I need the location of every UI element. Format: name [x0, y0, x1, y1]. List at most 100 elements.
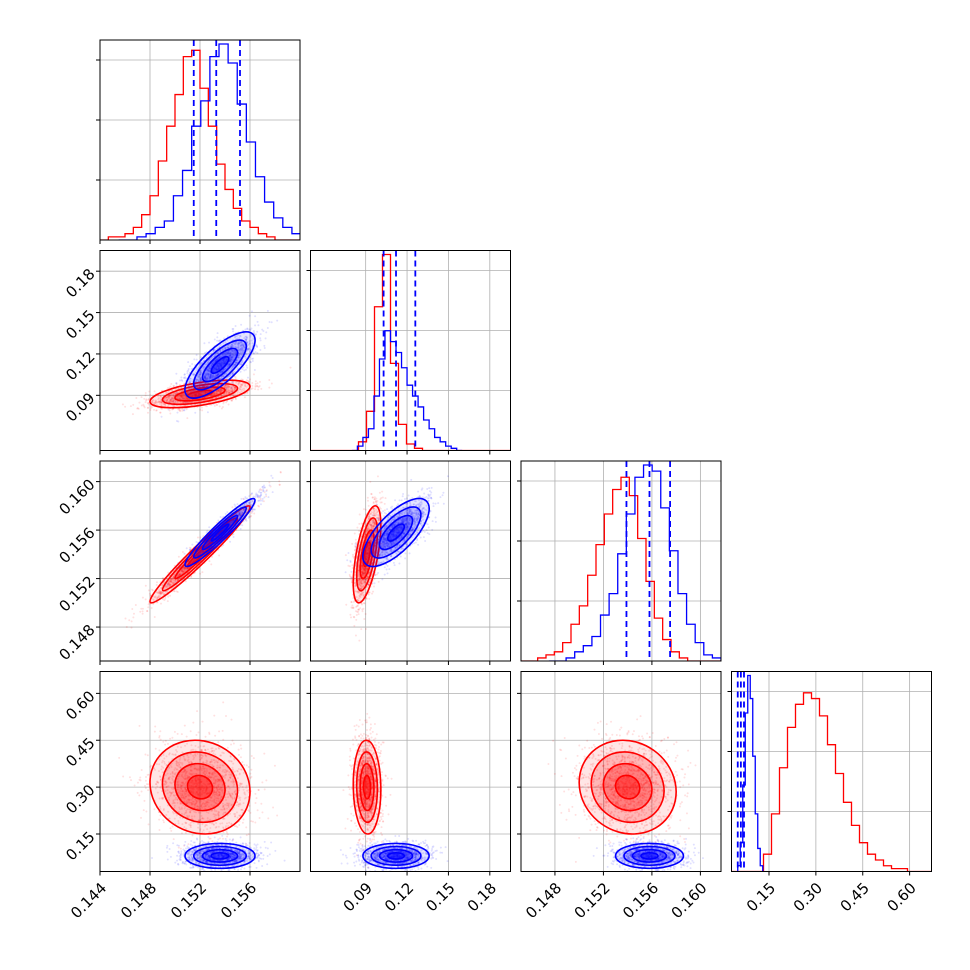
scatter-point — [217, 368, 220, 371]
scatter-point — [151, 406, 154, 409]
scatter-point — [232, 385, 235, 388]
scatter-point — [222, 364, 225, 367]
scatter-point — [198, 375, 201, 378]
scatter-point — [124, 617, 127, 620]
scatter-point — [225, 391, 228, 394]
scatter-point — [188, 381, 191, 384]
scatter-point — [220, 360, 223, 363]
scatter-point — [187, 397, 190, 400]
scatter-point — [181, 396, 184, 399]
scatter-point — [168, 400, 171, 403]
scatter-point — [174, 580, 177, 583]
scatter-point — [229, 354, 232, 357]
scatter-point — [215, 367, 218, 370]
scatter-point — [217, 389, 220, 392]
scatter-point — [156, 601, 159, 604]
scatter-point — [241, 353, 244, 356]
scatter-point — [208, 369, 211, 372]
scatter-point — [166, 387, 169, 390]
scatter-point — [182, 404, 185, 407]
scatter-point — [191, 394, 194, 397]
scatter-point — [207, 370, 210, 373]
scatter-point — [243, 387, 246, 390]
scatter-point — [144, 392, 147, 395]
scatter-point — [180, 396, 183, 399]
scatter-point — [182, 395, 185, 398]
scatter-point — [241, 347, 244, 350]
scatter-point — [230, 356, 233, 359]
scatter-point — [230, 389, 233, 392]
scatter-point — [153, 390, 156, 393]
scatter-point — [221, 371, 224, 374]
scatter-point — [259, 337, 262, 340]
scatter-point — [180, 395, 183, 398]
scatter-point — [225, 388, 228, 391]
scatter-point — [199, 370, 202, 373]
scatter-point — [254, 380, 257, 383]
scatter-point — [198, 392, 201, 395]
scatter-point — [259, 498, 262, 501]
scatter-point — [227, 391, 230, 394]
scatter-point — [241, 348, 244, 351]
scatter-point — [248, 340, 251, 343]
scatter-point — [175, 372, 178, 375]
scatter-point — [236, 390, 239, 393]
scatter-point — [203, 342, 206, 345]
scatter-point — [183, 568, 186, 571]
scatter-point — [237, 345, 240, 348]
scatter-point — [203, 376, 206, 379]
scatter-point — [230, 380, 233, 383]
scatter-point — [215, 374, 218, 377]
scatter-point — [151, 399, 154, 402]
scatter-point — [161, 583, 164, 586]
scatter-point — [180, 395, 183, 398]
scatter-point — [218, 356, 221, 359]
scatter-point — [252, 351, 255, 354]
scatter-point — [240, 511, 243, 514]
scatter-point — [206, 411, 209, 414]
scatter-point — [230, 521, 233, 524]
scatter-point — [228, 362, 231, 365]
scatter-point — [199, 372, 202, 375]
scatter-point — [245, 338, 248, 341]
scatter-point — [216, 390, 219, 393]
scatter-point — [256, 385, 259, 388]
scatter-point — [194, 394, 197, 397]
scatter-point — [215, 391, 218, 394]
scatter-point — [239, 388, 242, 391]
scatter-point — [171, 397, 174, 400]
scatter-point — [160, 395, 163, 398]
scatter-point — [194, 393, 197, 396]
scatter-point — [233, 349, 236, 352]
scatter-point — [216, 357, 219, 360]
scatter-point — [170, 578, 173, 581]
scatter-point — [167, 397, 170, 400]
scatter-point — [190, 576, 193, 579]
scatter-point — [253, 508, 256, 511]
scatter-point — [197, 394, 200, 397]
scatter-point — [184, 566, 187, 569]
scatter-point — [254, 388, 257, 391]
scatter-point — [202, 399, 205, 402]
scatter-point — [183, 377, 186, 380]
scatter-point — [228, 363, 231, 366]
scatter-point — [238, 341, 241, 344]
scatter-point — [169, 399, 172, 402]
scatter-point — [161, 598, 164, 601]
scatter-point — [231, 389, 234, 392]
contour-line — [192, 339, 248, 391]
scatter-point — [198, 553, 201, 556]
scatter-point — [160, 401, 163, 404]
scatter-point — [230, 520, 233, 523]
scatter-point — [204, 376, 207, 379]
scatter-point — [152, 599, 155, 602]
scatter-point — [210, 363, 213, 366]
scatter-point — [199, 379, 202, 382]
scatter-point — [217, 390, 220, 393]
scatter-point — [216, 368, 219, 371]
scatter-point — [243, 503, 246, 506]
scatter-point — [213, 355, 216, 358]
scatter-point — [235, 362, 238, 365]
scatter-point — [155, 401, 158, 404]
scatter-point — [157, 400, 160, 403]
